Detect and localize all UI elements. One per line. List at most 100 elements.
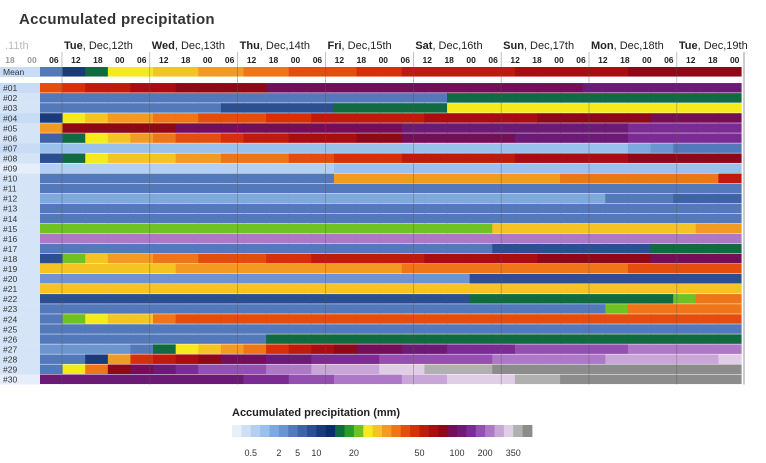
heatmap-cell — [582, 284, 606, 294]
heatmap-cell — [62, 354, 86, 364]
heatmap-cell — [266, 243, 290, 254]
heatmap-cell — [537, 334, 561, 344]
heatmap-cell — [333, 354, 358, 364]
x-day-label: Sun, Dec,17th — [503, 40, 574, 52]
heatmap-cell — [582, 103, 606, 113]
row-label: #15 — [3, 224, 17, 234]
heatmap-cell — [560, 203, 584, 214]
x-hour-tick: 18 — [708, 55, 718, 65]
heatmap-cell — [130, 274, 154, 284]
heatmap-cell — [537, 183, 561, 194]
heatmap-cell — [333, 243, 358, 254]
heatmap-cell — [85, 153, 109, 163]
heatmap-cell — [311, 67, 335, 77]
heatmap-cell — [447, 263, 471, 274]
heatmap-cell — [356, 274, 380, 284]
heatmap-cell — [220, 304, 245, 314]
heatmap-cell — [379, 203, 403, 214]
heatmap-cell — [560, 83, 584, 93]
heatmap-cell — [582, 143, 606, 153]
row-label: #20 — [3, 274, 17, 284]
heatmap-cell — [175, 324, 199, 334]
heatmap-cell — [266, 103, 290, 113]
row-label: #10 — [3, 174, 17, 184]
heatmap-cell — [107, 364, 132, 374]
heatmap-cell — [175, 344, 199, 354]
x-hour-tick: 12 — [71, 55, 81, 65]
heatmap-cell — [107, 263, 132, 274]
heatmap-cell — [447, 163, 471, 173]
heatmap-cell — [469, 123, 493, 133]
heatmap-cell — [85, 173, 109, 184]
x-hour-tick: 06 — [664, 55, 674, 65]
heatmap-cell — [311, 173, 335, 184]
heatmap-cell — [560, 374, 584, 385]
heatmap-cell — [356, 284, 380, 294]
row-label-bg — [0, 253, 40, 264]
heatmap-cell — [605, 113, 629, 123]
row-label: #28 — [3, 354, 17, 364]
heatmap-cell — [424, 334, 448, 344]
heatmap-cell — [424, 103, 448, 113]
heatmap-cell — [492, 153, 516, 163]
heatmap-cell — [220, 113, 245, 123]
heatmap-cell — [40, 304, 64, 314]
heatmap-cell — [107, 173, 132, 184]
heatmap-cell — [130, 153, 154, 163]
heatmap-cell — [107, 274, 132, 284]
heatmap-cell — [514, 344, 539, 354]
heatmap-cell — [40, 203, 64, 214]
heatmap-cell — [356, 354, 380, 364]
heatmap-cell — [198, 83, 222, 93]
heatmap-cell — [130, 93, 154, 103]
heatmap-cell — [514, 83, 539, 93]
heatmap-cell — [469, 163, 493, 173]
heatmap-cell — [424, 284, 448, 294]
heatmap-cell — [153, 243, 177, 254]
heatmap-cell — [220, 274, 245, 284]
heatmap-cell — [311, 193, 335, 204]
heatmap-cell — [130, 374, 154, 385]
heatmap-cell — [356, 344, 380, 354]
heatmap-cell — [627, 294, 652, 304]
heatmap-cell — [650, 243, 674, 254]
heatmap-cell — [582, 314, 606, 324]
heatmap-cell — [220, 93, 245, 103]
heatmap-cell — [288, 364, 312, 374]
heatmap-cell — [537, 213, 561, 224]
legend-swatch — [363, 425, 374, 437]
heatmap-cell — [311, 203, 335, 214]
heatmap-cell — [85, 344, 109, 354]
heatmap-cell — [447, 233, 471, 244]
heatmap-cell — [220, 193, 245, 204]
heatmap-cell — [85, 163, 109, 173]
heatmap-cell — [40, 324, 64, 334]
heatmap-cell — [695, 263, 719, 274]
heatmap-cell — [537, 123, 561, 133]
heatmap-cell — [85, 103, 109, 113]
heatmap-cell — [582, 354, 606, 364]
heatmap-cell — [537, 143, 561, 153]
heatmap-cell — [220, 294, 245, 304]
heatmap-cell — [243, 103, 267, 113]
heatmap-cell — [447, 314, 471, 324]
heatmap-cell — [266, 354, 290, 364]
heatmap-cell — [198, 263, 222, 274]
heatmap-cell — [695, 173, 719, 184]
heatmap-cell — [514, 304, 539, 314]
heatmap-cell — [311, 123, 335, 133]
heatmap-cell — [175, 133, 199, 143]
heatmap-cell — [492, 163, 516, 173]
heatmap-cell — [130, 203, 154, 214]
heatmap-cell — [718, 243, 742, 254]
heatmap-cell — [695, 223, 719, 234]
heatmap-cell — [514, 213, 539, 224]
legend-swatch — [307, 425, 317, 437]
heatmap-cell — [62, 324, 86, 334]
heatmap-cell — [627, 304, 652, 314]
legend-swatch — [391, 425, 402, 437]
x-hour-tick: 12 — [159, 55, 169, 65]
heatmap-cell — [356, 334, 380, 344]
heatmap-cell — [243, 123, 267, 133]
legend-tick-label: 10 — [311, 448, 321, 458]
